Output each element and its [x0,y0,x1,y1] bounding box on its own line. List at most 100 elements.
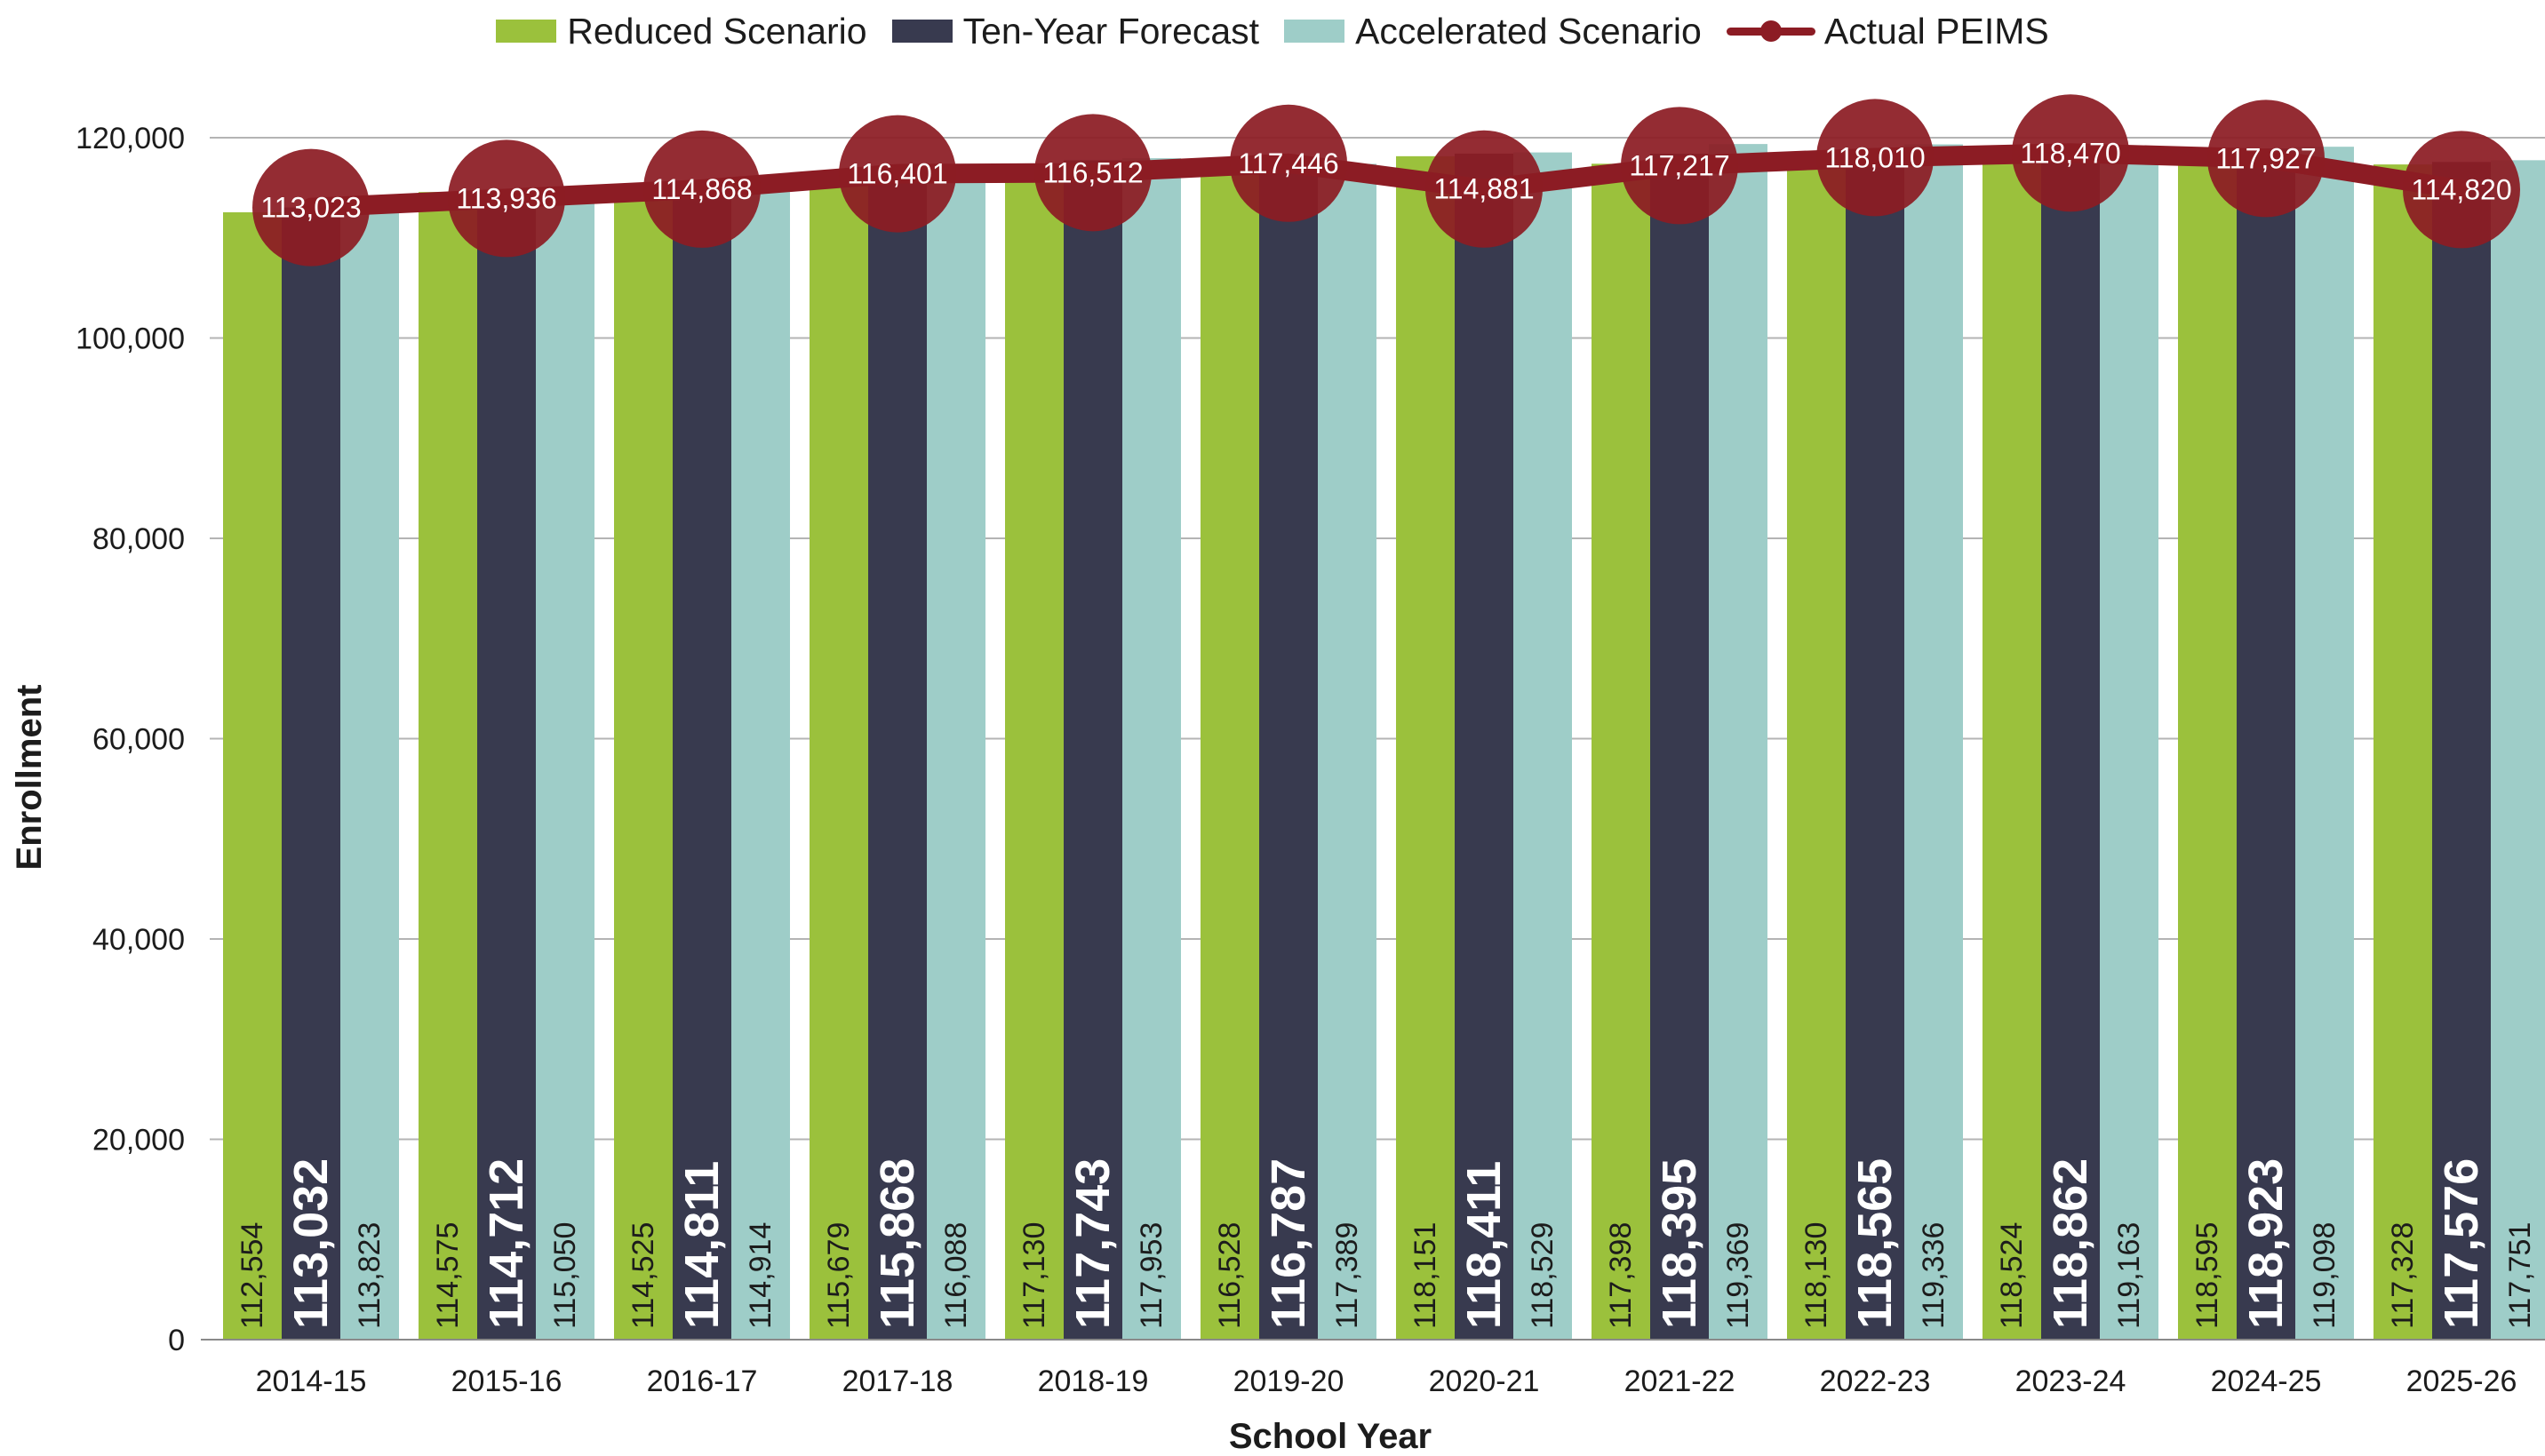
bar-value-label: 119,163 [2112,1222,2146,1329]
x-tick-label: 2025-26 [2406,1365,2517,1398]
actual-peims-point [1621,107,1738,225]
bar-value-label: 117,953 [1135,1222,1169,1329]
legend-swatch-accelerated [1284,20,1345,43]
bar [810,180,868,1341]
actual-peims-label: 114,881 [1433,173,1534,205]
bar-value-label: 118,565 [1848,1158,1902,1329]
bar-value-label: 115,679 [822,1222,856,1329]
actual-peims-point [2012,94,2129,212]
bar-value-label: 112,554 [235,1222,269,1329]
bar-value-label: 113,823 [353,1222,387,1329]
actual-peims-point [1425,130,1543,248]
actual-peims-label: 117,927 [2215,142,2316,174]
bar-value-label: 118,923 [2239,1158,2293,1329]
actual-peims-point [1230,104,1347,222]
bar [614,192,673,1341]
actual-peims-label: 113,936 [456,182,556,214]
bar [536,187,594,1340]
bar [477,190,536,1340]
x-tick-label: 2021-22 [1624,1365,1735,1398]
bar [1259,170,1318,1341]
bar-value-label: 117,398 [1604,1222,1638,1329]
bar [2237,148,2295,1340]
bar [340,199,399,1341]
bar [2178,151,2237,1341]
bar [1318,163,1376,1341]
y-tick-label: 20,000 [92,1124,185,1158]
actual-peims-label: 114,820 [2411,173,2511,205]
x-axis-title: School Year [1229,1417,1432,1456]
bar-value-label: 118,151 [1408,1222,1442,1329]
bar [1983,152,2041,1341]
bar-value-label: 114,914 [744,1222,778,1329]
bar-value-label: 118,595 [2190,1222,2224,1329]
legend-label-reduced: Reduced Scenario [567,10,867,52]
actual-peims-point [839,115,956,233]
x-tick-label: 2019-20 [1233,1365,1344,1398]
y-tick-label: 100,000 [76,322,185,356]
chart-legend: Reduced Scenario Ten-Year Forecast Accel… [0,0,2545,62]
actual-peims-point [448,139,565,258]
y-tick-label: 120,000 [76,122,185,155]
legend-label-forecast: Ten-Year Forecast [962,10,1260,52]
bar-value-label: 116,787 [1262,1158,1315,1329]
bar-value-label: 118,411 [1457,1161,1511,1329]
bar [1201,172,1259,1340]
bar-value-label: 118,395 [1653,1158,1706,1329]
actual-line: 113,023 113,936 114,868 116,401 116,512 117,4… [252,94,2520,267]
axes: 0 20,000 40,000 60,000 80,000 100,000 120,000 2… [10,122,2545,1456]
legend-label-accelerated: Accelerated Scenario [1355,10,1702,52]
x-tick-label: 2015-16 [451,1365,562,1398]
legend-item-reduced: Reduced Scenario [496,10,867,52]
actual-peims-label: 113,023 [260,192,361,224]
bar-value-label: 118,862 [2044,1158,2097,1329]
legend-swatch-forecast [891,20,953,43]
actual-peims-label: 116,512 [1042,156,1143,188]
legend-item-accelerated: Accelerated Scenario [1284,11,1702,52]
bar [2100,146,2158,1341]
bar [868,179,927,1341]
actual-peims-label: 118,010 [1824,141,1925,173]
bar [1513,152,1572,1340]
bar [282,207,340,1340]
bar [731,188,790,1341]
bar [1064,160,1122,1341]
legend-swatch-reduced [496,20,557,43]
actual-peims-label: 116,401 [847,158,947,190]
x-tick-label: 2018-19 [1038,1365,1149,1398]
bar-value-label: 117,328 [2386,1222,2420,1329]
bar-value-label: 114,712 [480,1158,533,1329]
actual-peims-label: 114,868 [651,173,752,205]
bar-value-label: 113,032 [284,1158,338,1329]
bar [1709,144,1767,1341]
bars [223,144,2545,1341]
bar-value-label: 117,576 [2435,1158,2488,1329]
bar-value-label: 116,528 [1213,1222,1247,1329]
bar [1455,153,1513,1340]
bar-labels: 112,554 113,032 113,823 114,575 114,712 115,0… [235,1158,2537,1329]
y-tick-label: 60,000 [92,723,185,757]
bar-value-label: 117,389 [1330,1222,1364,1329]
bar [2491,160,2545,1341]
bar-value-label: 117,743 [1066,1158,1120,1329]
x-tick-label: 2016-17 [647,1365,758,1398]
bar [419,192,477,1340]
x-tick-label: 2024-25 [2211,1365,2322,1398]
bar [2041,148,2100,1341]
bar [2432,162,2491,1341]
x-tick-label: 2022-23 [1820,1365,1931,1398]
bar [2373,164,2432,1340]
bar [927,177,985,1341]
bar [2295,147,2354,1340]
y-axis-title: Enrollment [10,685,49,871]
bar-value-label: 114,575 [431,1222,465,1329]
actual-peims-point [252,148,370,267]
legend-label-actual: Actual PEIMS [1823,10,2049,52]
bar-value-label: 114,525 [626,1222,660,1329]
bar-value-label: 117,130 [1017,1222,1051,1329]
bar [1396,155,1455,1341]
y-tick-label: 40,000 [92,923,185,957]
bar-value-label: 118,529 [1526,1222,1560,1329]
x-tick-label: 2020-21 [1429,1365,1540,1398]
actual-peims-point [2207,99,2325,218]
